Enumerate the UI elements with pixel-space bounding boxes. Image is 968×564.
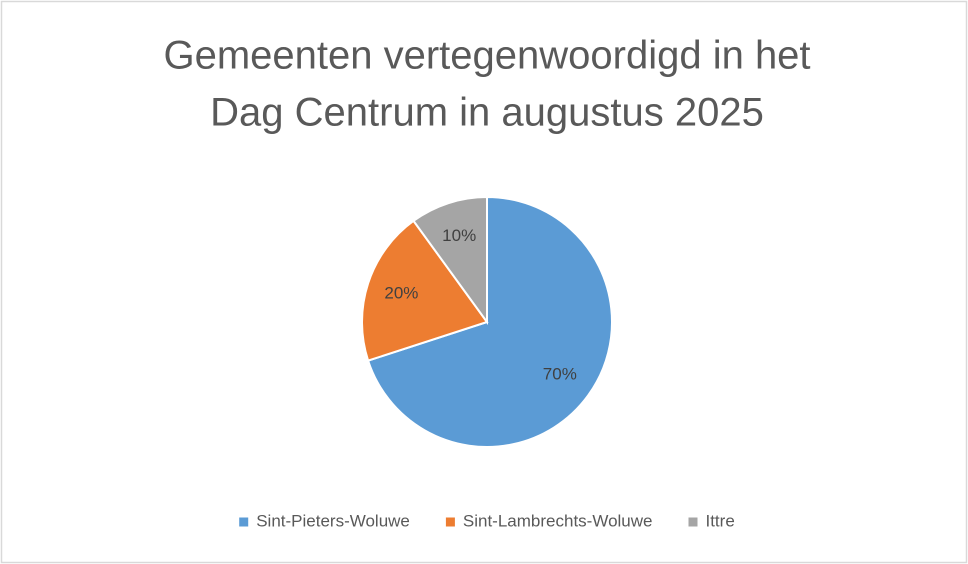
- pie-slice: [412, 195, 488, 326]
- legend-label: Sint-Pieters-Woluwe: [256, 511, 410, 530]
- data-label: 10%: [442, 226, 476, 245]
- data-label: 20%: [384, 284, 418, 303]
- legend-marker: [688, 517, 698, 527]
- legend-marker: [239, 517, 249, 527]
- legend-label: Ittre: [705, 511, 734, 530]
- pie-slice: [366, 195, 613, 448]
- pie-slice: [361, 219, 489, 362]
- legend-label: Sint-Lambrechts-Woluwe: [463, 511, 653, 530]
- legend-marker: [445, 517, 455, 527]
- data-label: 70%: [543, 364, 577, 383]
- chart-title: Gemeenten vertegenwoordigd in het: [163, 34, 810, 78]
- chart-title: Dag Centrum in augustus 2025: [210, 91, 764, 135]
